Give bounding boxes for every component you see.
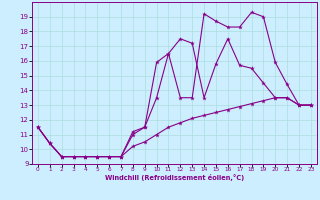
- X-axis label: Windchill (Refroidissement éolien,°C): Windchill (Refroidissement éolien,°C): [105, 174, 244, 181]
